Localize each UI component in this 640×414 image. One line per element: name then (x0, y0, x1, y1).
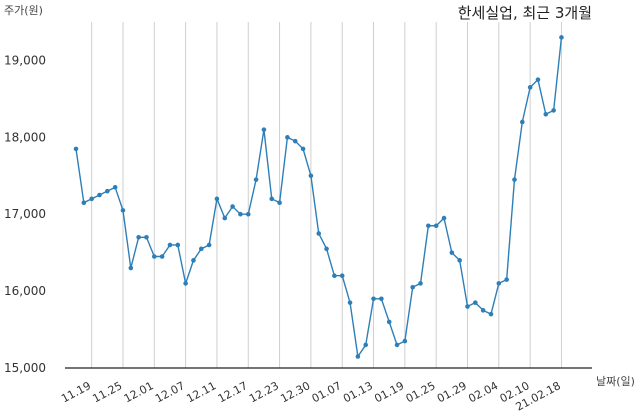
y-axis-label: 주가(원) (4, 4, 43, 17)
data-point (386, 319, 392, 325)
data-point (136, 234, 141, 240)
data-point (206, 242, 212, 248)
data-point (269, 196, 275, 202)
data-point (402, 338, 408, 344)
data-point (520, 119, 525, 125)
data-point (394, 342, 400, 348)
x-tick-label: 12.30 (278, 379, 312, 405)
data-point (324, 246, 329, 252)
data-point (253, 177, 259, 182)
data-point (363, 342, 369, 348)
data-point (449, 250, 455, 255)
x-tick-label: 12.07 (153, 379, 187, 405)
data-point (128, 265, 134, 271)
data-point (222, 215, 228, 221)
data-point (159, 254, 165, 259)
data-point (496, 281, 502, 286)
chart-title: 한세실업, 최근 3개월 (458, 4, 592, 22)
data-point (214, 196, 220, 202)
data-point (167, 242, 173, 248)
data-point (535, 77, 541, 82)
x-axis-label: 날짜(일) (596, 374, 635, 388)
data-point (285, 135, 290, 140)
data-point (112, 185, 118, 190)
data-point (261, 127, 267, 132)
data-point (81, 200, 87, 205)
x-tick-label: 11.19 (59, 379, 93, 405)
x-tick-label: 01.13 (341, 379, 375, 405)
data-point (277, 200, 282, 205)
x-tick-label: 01.07 (310, 379, 344, 405)
data-point (418, 281, 423, 286)
data-point (316, 231, 322, 236)
y-axis-ticks: 15,000 16,000 17,000 18,000 19,000 (4, 53, 46, 375)
x-tick-label: 01.25 (404, 379, 438, 405)
price-series (73, 35, 564, 359)
data-point (97, 192, 102, 198)
x-tick-label: 11.25 (90, 379, 124, 405)
data-point (230, 204, 235, 209)
data-point (512, 177, 517, 182)
y-tick-label: 19,000 (4, 53, 46, 67)
data-point (300, 146, 306, 152)
data-point (152, 254, 157, 259)
data-point (105, 188, 110, 194)
y-tick-label: 15,000 (4, 361, 46, 375)
data-point (527, 85, 533, 90)
data-point (245, 211, 251, 217)
y-tick-label: 18,000 (4, 130, 46, 144)
data-point (308, 173, 314, 179)
data-point (332, 273, 337, 279)
x-tick-label: 01.29 (435, 379, 469, 405)
y-tick-label: 16,000 (4, 284, 46, 298)
data-point (73, 146, 79, 152)
data-point (426, 223, 431, 229)
data-point (339, 273, 345, 279)
data-point (543, 111, 549, 117)
data-point (504, 277, 509, 282)
data-point (480, 308, 486, 313)
data-point (355, 354, 361, 359)
data-point (198, 246, 204, 252)
data-point (457, 258, 462, 263)
grid-lines (91, 22, 562, 368)
y-tick-label: 17,000 (4, 207, 46, 221)
data-point (473, 300, 478, 305)
data-point (441, 215, 447, 221)
data-point (371, 296, 376, 302)
data-point (175, 242, 181, 248)
x-tick-label: 12.23 (247, 379, 281, 405)
x-tick-label: 01.19 (372, 379, 406, 405)
x-tick-label: 12.01 (122, 379, 156, 405)
x-tick-label: 12.11 (184, 379, 218, 405)
data-point (89, 196, 94, 202)
data-point (379, 296, 384, 302)
x-tick-label: 02.04 (466, 379, 500, 405)
data-point (144, 234, 149, 240)
data-point (559, 35, 564, 40)
data-point (191, 258, 196, 263)
data-point (410, 284, 415, 290)
data-point (120, 208, 126, 213)
data-point (433, 223, 439, 229)
data-point (465, 304, 470, 309)
x-axis-ticks: 11.1911.2512.0112.0712.1112.1712.2312.30… (59, 379, 563, 413)
x-tick-label: 12.17 (216, 379, 250, 405)
data-point (551, 108, 556, 113)
data-point (183, 281, 188, 286)
data-point (238, 211, 243, 217)
data-point (292, 138, 298, 144)
data-point (347, 300, 353, 305)
data-point (488, 311, 494, 317)
price-line (75, 37, 563, 359)
